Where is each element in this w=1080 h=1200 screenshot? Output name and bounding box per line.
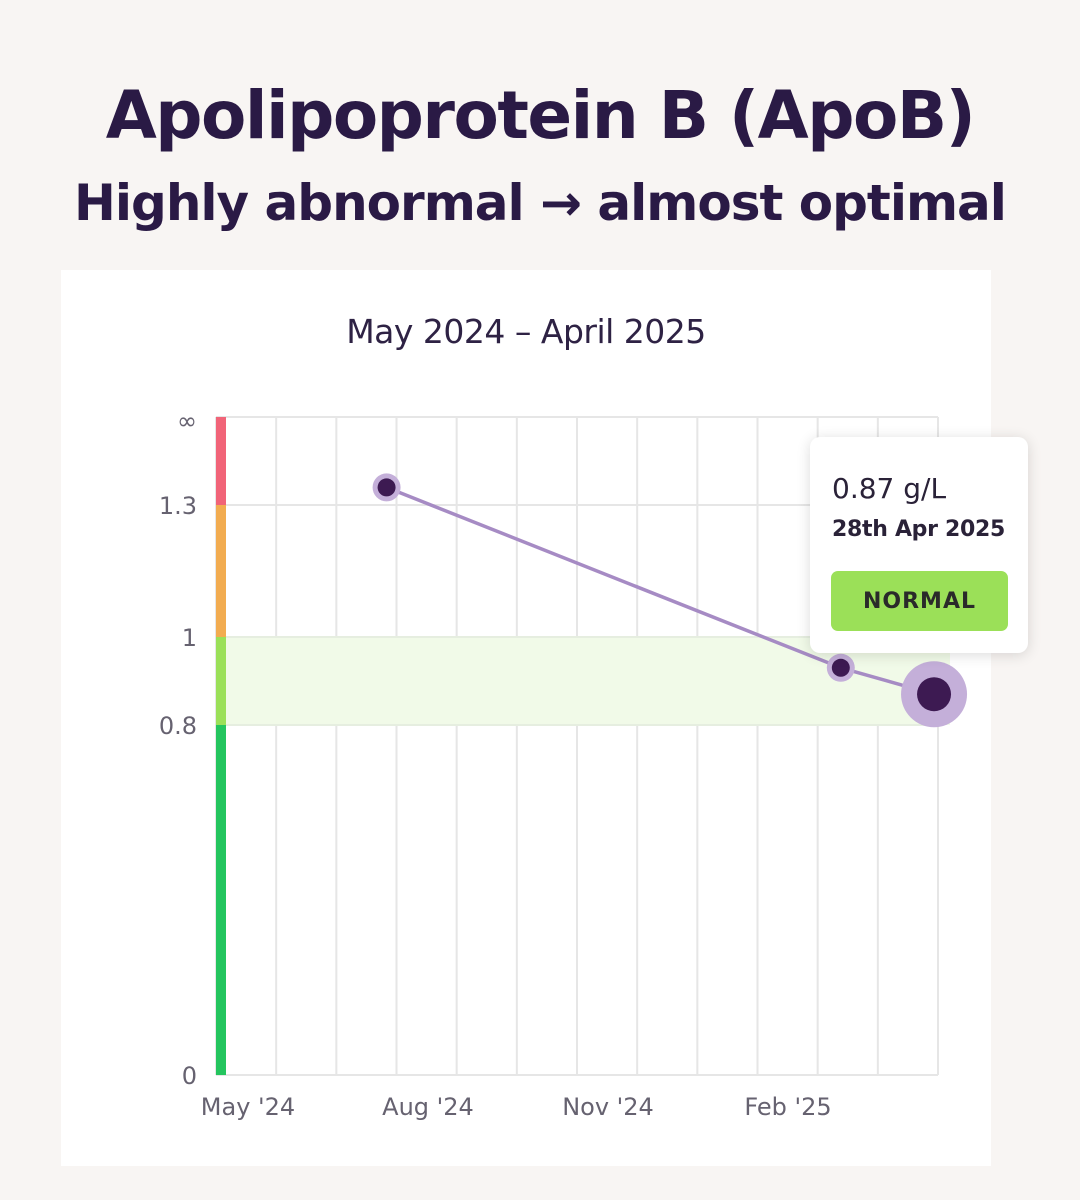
apob-line-chart: 0 0.8 1 1.3 ∞ May '24 Aug '24 Nov '24 Feb '25 xyxy=(159,407,968,1121)
reference-band xyxy=(216,505,226,637)
reference-band xyxy=(216,637,226,725)
reference-band xyxy=(216,417,226,505)
data-point[interactable] xyxy=(372,473,401,502)
page-title: Apolipoprotein B (ApoB) xyxy=(105,77,976,154)
y-tick-label: 0 xyxy=(182,1062,197,1090)
y-tick-label: 0.8 xyxy=(159,712,197,740)
data-point[interactable] xyxy=(826,653,855,682)
data-point-tooltip: 0.87 g/L 28th Apr 2025 NORMAL xyxy=(810,437,1028,653)
tooltip-value: 0.87 g/L xyxy=(832,472,947,505)
tooltip-date: 28th Apr 2025 xyxy=(832,517,1006,542)
reference-band xyxy=(216,725,226,1075)
x-tick-label: May '24 xyxy=(201,1093,295,1121)
x-tick-label: Aug '24 xyxy=(382,1093,474,1121)
chart-date-range: May 2024 – April 2025 xyxy=(346,312,706,351)
y-tick-label: 1 xyxy=(182,624,197,652)
y-tick-label: 1.3 xyxy=(159,492,197,520)
x-tick-label: Nov '24 xyxy=(562,1093,654,1121)
x-tick-label: Feb '25 xyxy=(744,1093,831,1121)
status-badge: NORMAL xyxy=(831,571,1008,631)
y-tick-label: ∞ xyxy=(177,407,197,435)
chart-card: May 2024 – April 2025 0 0.8 1 1.3 ∞ May '24 A… xyxy=(61,270,1028,1166)
highlighted-data-point[interactable] xyxy=(901,661,968,728)
page-subtitle: Highly abnormal → almost optimal xyxy=(74,174,1007,232)
